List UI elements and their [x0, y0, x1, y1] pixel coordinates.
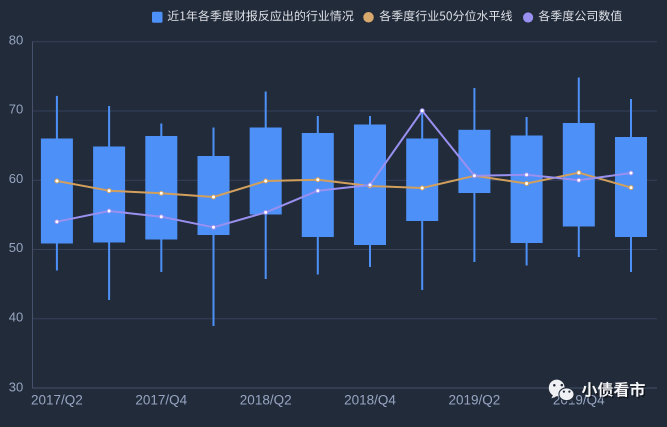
svg-text:40: 40 — [9, 310, 23, 325]
svg-text:2019/Q2: 2019/Q2 — [449, 393, 501, 408]
svg-text:80: 80 — [9, 33, 23, 48]
svg-text:2017/Q2: 2017/Q2 — [31, 393, 83, 408]
svg-text:2017/Q4: 2017/Q4 — [135, 393, 187, 408]
svg-text:2018/Q4: 2018/Q4 — [344, 393, 396, 408]
svg-text:50: 50 — [9, 240, 23, 255]
svg-text:70: 70 — [9, 102, 23, 117]
svg-text:2018/Q2: 2018/Q2 — [240, 393, 292, 408]
svg-text:30: 30 — [9, 379, 23, 394]
svg-text:60: 60 — [9, 171, 23, 186]
